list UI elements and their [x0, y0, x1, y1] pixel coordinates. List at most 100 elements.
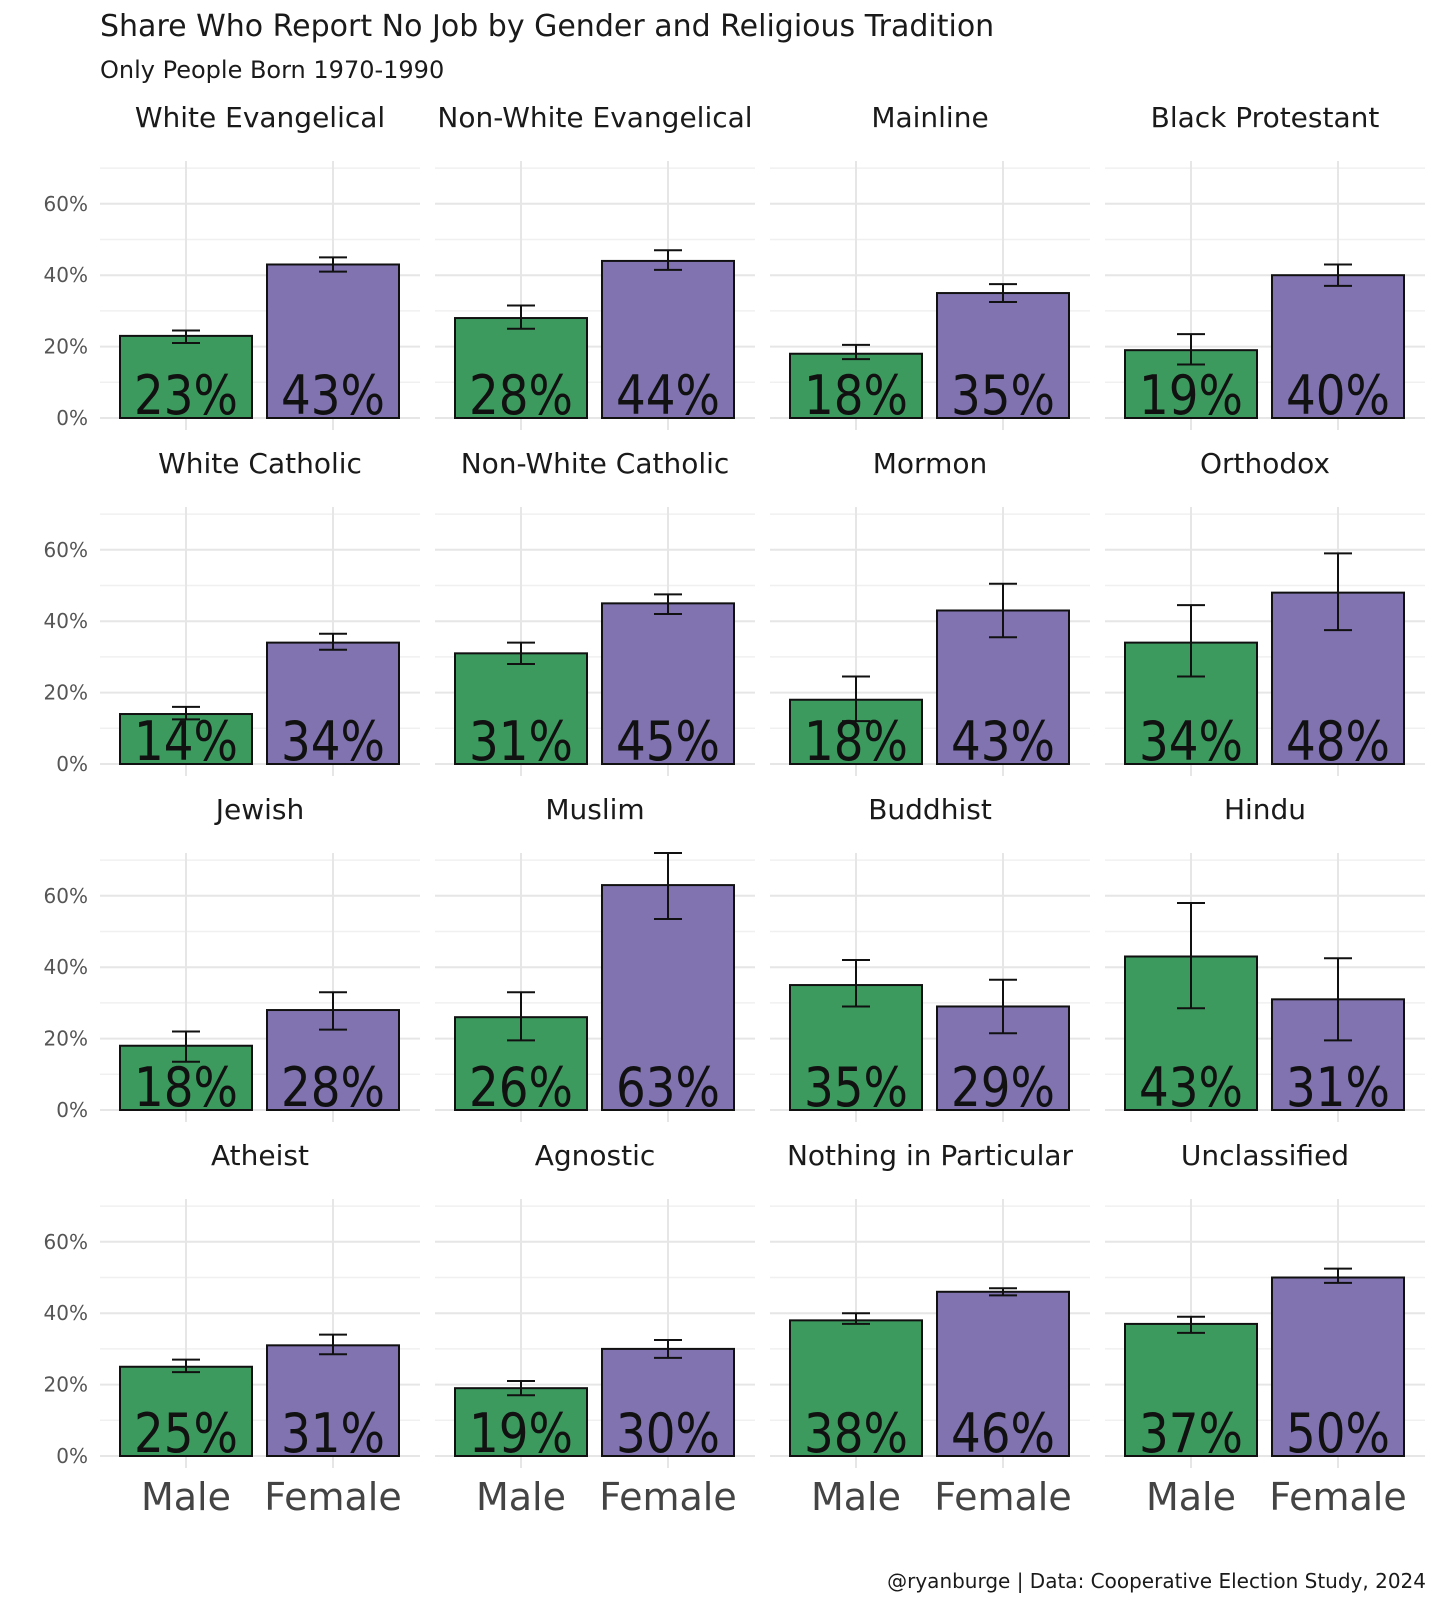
error-bar-white-evangelical-female	[319, 256, 347, 273]
facet-grid: White Evangelical 0% 20% 40% 60% 23% 43% Non-Wh…	[44, 101, 1425, 1519]
error-bar-nothing-in-particular-male	[842, 1312, 870, 1325]
error-bar-unclassified-male	[1177, 1315, 1205, 1334]
bar-value-label: 38%	[804, 1402, 908, 1465]
error-bar-black-protestant-female	[1324, 263, 1352, 287]
bar-unclassified-female	[1271, 1276, 1405, 1457]
error-bar-mormon-female	[989, 582, 1017, 639]
bar-atheist-male	[119, 1365, 253, 1457]
x-tick-label-male: Male	[476, 1475, 566, 1519]
panel-hindu: Hindu 43% 31%	[1105, 793, 1425, 1122]
y-tick-label: 0%	[56, 406, 88, 430]
panel-mormon: Mormon 18% 43%	[770, 447, 1090, 776]
panel-muslim: Muslim 26% 63%	[435, 793, 755, 1122]
chart-subtitle: Only People Born 1970-1990	[100, 56, 444, 84]
y-tick-label: 40%	[44, 609, 88, 633]
bar-value-label: 34%	[1139, 710, 1243, 773]
error-bar-agnostic-male	[507, 1380, 535, 1397]
error-bar-jewish-male	[172, 1030, 200, 1063]
y-tick-label: 20%	[44, 681, 88, 705]
bar-value-label: 31%	[281, 1402, 385, 1465]
panel-buddhist: Buddhist 35% 29%	[770, 793, 1090, 1122]
bar-value-label: 26%	[469, 1056, 573, 1119]
chart-caption: @ryanburge | Data: Cooperative Election …	[887, 1569, 1426, 1593]
y-tick-label: 60%	[44, 884, 88, 908]
panel-unclassified: Unclassified 37% Male 50% Female	[1105, 1139, 1425, 1519]
y-tick-label: 0%	[56, 1098, 88, 1122]
panel-title: Buddhist	[868, 793, 992, 826]
error-bar-atheist-male	[172, 1358, 200, 1374]
panel-white-evangelical: White Evangelical 0% 20% 40% 60% 23% 43%	[44, 101, 420, 430]
chart-title: Share Who Report No Job by Gender and Re…	[100, 9, 994, 44]
panel-jewish: Jewish 0% 20% 40% 60% 18% 28%	[44, 793, 420, 1122]
bar-value-label: 35%	[951, 364, 1055, 427]
error-bar-jewish-female	[319, 991, 347, 1031]
bar-mormon-male	[789, 698, 923, 765]
bar-nothing-in-particular-male	[789, 1319, 923, 1457]
error-bar-white-catholic-female	[319, 632, 347, 651]
y-tick-label: 0%	[56, 1444, 88, 1468]
y-tick-label: 20%	[44, 1027, 88, 1051]
panel-white-catholic: White Catholic 0% 20% 40% 60% 14% 34%	[44, 447, 420, 776]
error-bar-agnostic-female	[654, 1338, 682, 1359]
error-bar-mainline-female	[989, 283, 1017, 303]
panel-title: Atheist	[211, 1139, 309, 1172]
y-tick-label: 40%	[44, 955, 88, 979]
error-bar-white-evangelical-male	[172, 329, 200, 345]
x-tick-label-female: Female	[1269, 1475, 1406, 1519]
bar-value-label: 19%	[469, 1402, 573, 1465]
bar-nothing-in-particular-female	[936, 1290, 1070, 1458]
bar-value-label: 50%	[1286, 1402, 1390, 1465]
bar-value-label: 29%	[951, 1056, 1055, 1119]
error-bar-hindu-female	[1324, 957, 1352, 1042]
bar-value-label: 28%	[281, 1056, 385, 1119]
y-tick-label: 60%	[44, 1230, 88, 1254]
error-bar-black-protestant-male	[1177, 333, 1205, 366]
error-bar-buddhist-male	[842, 959, 870, 1008]
bar-value-label: 25%	[134, 1402, 238, 1465]
error-bar-non-white-catholic-female	[654, 593, 682, 616]
panel-title: Jewish	[214, 793, 305, 826]
bar-non-white-evangelical-male	[454, 317, 588, 420]
bar-agnostic-female	[601, 1347, 735, 1458]
y-tick-label: 40%	[44, 263, 88, 287]
bar-white-evangelical-female	[266, 263, 400, 419]
bar-value-label: 40%	[1286, 364, 1390, 427]
panel-orthodox: Orthodox 34% 48%	[1105, 447, 1425, 776]
bar-value-label: 30%	[616, 1402, 720, 1465]
bar-value-label: 35%	[804, 1056, 908, 1119]
error-bar-non-white-evangelical-female	[654, 249, 682, 271]
bar-value-label: 37%	[1139, 1402, 1243, 1465]
bar-value-label: 14%	[134, 710, 238, 773]
panel-title: White Evangelical	[135, 101, 385, 134]
bar-value-label: 18%	[804, 364, 908, 427]
bar-value-label: 31%	[469, 710, 573, 773]
bar-value-label: 43%	[951, 710, 1055, 773]
bar-muslim-female	[601, 884, 735, 1112]
error-bar-buddhist-female	[989, 978, 1017, 1035]
panel-non-white-evangelical: Non-White Evangelical 28% 44%	[435, 101, 755, 430]
bar-mainline-female	[936, 292, 1070, 419]
error-bar-mainline-male	[842, 343, 870, 361]
error-bar-orthodox-female	[1324, 552, 1352, 632]
bar-value-label: 63%	[616, 1056, 720, 1119]
error-bar-nothing-in-particular-female	[989, 1287, 1017, 1297]
error-bar-unclassified-female	[1324, 1267, 1352, 1284]
bar-value-label: 43%	[281, 364, 385, 427]
panel-title: Orthodox	[1200, 447, 1330, 480]
bar-agnostic-male	[454, 1387, 588, 1458]
y-tick-label: 60%	[44, 538, 88, 562]
error-bar-orthodox-male	[1177, 604, 1205, 678]
error-bar-mormon-male	[842, 675, 870, 723]
panel-title: Black Protestant	[1151, 101, 1380, 134]
bar-value-label: 46%	[951, 1402, 1055, 1465]
panel-agnostic: Agnostic 19% Male 30% Female	[435, 1139, 755, 1519]
x-tick-label-female: Female	[264, 1475, 401, 1519]
panel-black-protestant: Black Protestant 19% 40%	[1105, 101, 1425, 430]
x-tick-label-male: Male	[141, 1475, 231, 1519]
panel-title: Mainline	[871, 101, 988, 134]
panel-non-white-catholic: Non-White Catholic 31% 45%	[435, 447, 755, 776]
panel-title: Muslim	[545, 793, 644, 826]
bar-non-white-catholic-female	[601, 602, 735, 765]
panel-title: White Catholic	[158, 447, 362, 480]
